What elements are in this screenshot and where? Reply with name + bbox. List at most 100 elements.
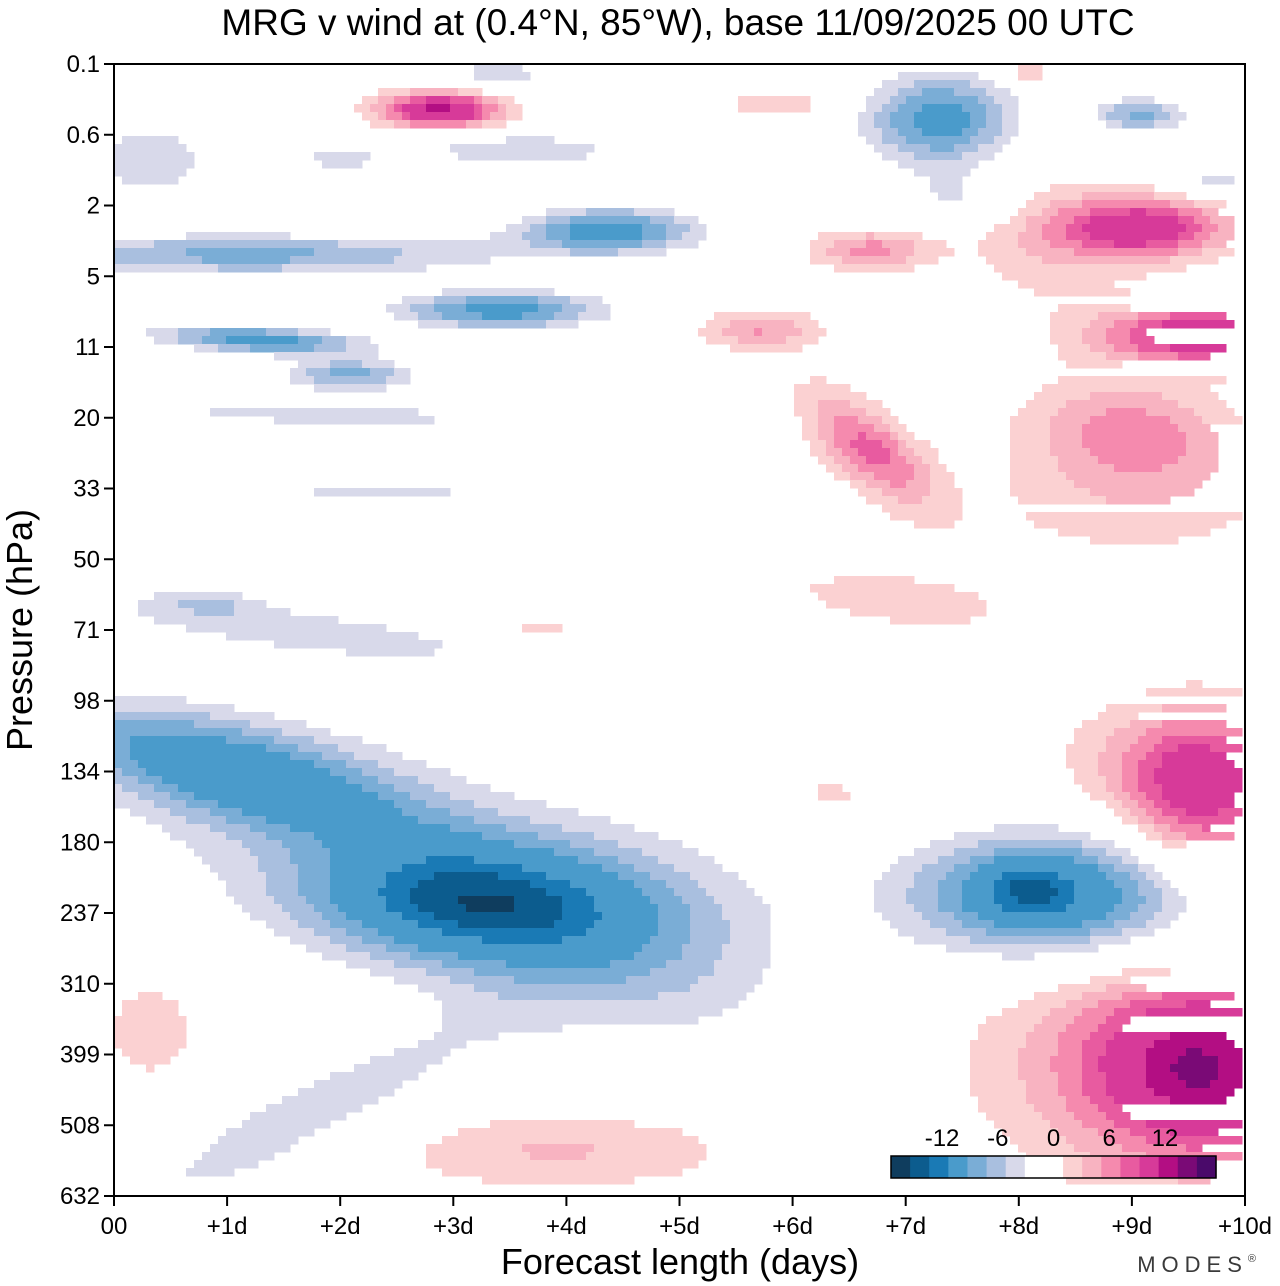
contour-cell [314,760,347,769]
contour-cell [1154,744,1179,753]
contour-cell [258,856,291,865]
contour-cell [1130,792,1147,801]
contour-cell [978,840,1083,849]
contour-cell [634,864,675,873]
contour-cell [522,216,547,225]
contour-cell [162,824,211,833]
contour-cell [522,1144,595,1153]
contour-cell [1018,408,1059,417]
contour-cell [1106,496,1171,505]
contour-cell [970,1048,1019,1057]
contour-cell [1154,800,1171,809]
contour-cell [1114,240,1147,249]
contour-cell [890,480,907,489]
contour-cell [898,88,923,97]
contour-cell [570,224,643,233]
contour-cell [690,912,723,921]
contour-cell [1106,872,1131,881]
contour-cell [1138,312,1171,321]
contour-cell [1002,104,1019,113]
contour-cell [858,432,867,441]
contour-cell [146,328,179,337]
contour-cell [386,112,403,121]
contour-cell [954,832,1091,841]
contour-cell [578,856,619,865]
contour-cell [154,592,243,601]
contour-cell [802,432,819,441]
contour-cell [426,856,475,865]
contour-cell [618,248,667,257]
contour-cell [1170,1096,1227,1105]
contour-cell [386,896,411,905]
contour-cell [1130,872,1147,881]
contour-cell [1154,824,1171,833]
contour-cell [650,216,675,225]
contour-cell [562,936,651,945]
contour-cell [346,912,403,921]
contour-cell [394,976,451,985]
contour-cell [810,248,827,257]
contour-cell [298,328,331,337]
contour-cell [114,160,195,169]
contour-cell [1082,920,1115,929]
contour-cell [674,888,707,897]
contour-cell [298,880,331,889]
contour-cell [922,864,955,873]
contour-cell [922,496,963,505]
contour-cell [1146,1008,1243,1017]
contour-cell [986,232,1019,241]
contour-cell [818,792,851,801]
contour-cell [1050,1120,1083,1129]
contour-cell [370,1056,443,1065]
contour-cell [1010,472,1067,481]
contour-cell [1074,896,1123,905]
contour-cell [346,760,379,769]
contour-cell [642,224,667,233]
contour-cell [1026,1096,1067,1105]
contour-cell [1066,232,1091,241]
contour-cell [458,896,515,905]
contour-cell [978,144,1003,153]
contour-cell [890,96,907,105]
contour-cell [1050,200,1083,209]
contour-cell [1050,1008,1083,1017]
contour-cell [554,312,579,321]
contour-cell [1066,904,1115,913]
contour-cell [506,224,531,233]
contour-cell [882,136,907,145]
contour-cell [866,136,883,145]
contour-cell [122,784,155,793]
contour-cell [1034,288,1131,297]
contour-cell [1146,408,1195,417]
contour-cell [1066,760,1099,769]
contour-cell [1042,208,1059,217]
contour-cell [322,912,347,921]
contour-cell [1058,888,1075,897]
contour-cell [354,1064,427,1073]
contour-cell [1122,1144,1187,1153]
contour-cell [434,992,499,1001]
contour-cell [226,888,267,897]
contour-cell [250,848,291,857]
contour-cell [874,904,915,913]
contour-cell [898,496,923,505]
contour-cell [314,248,403,257]
x-tick-label: +4d [546,1213,587,1240]
contour-cell [442,1008,723,1017]
colorbar-swatch [1139,1156,1160,1178]
contour-cell [362,360,395,369]
contour-cell [970,856,995,865]
contour-cell [210,808,243,817]
contour-cell [1002,904,1067,913]
contour-cell [1114,1120,1147,1129]
contour-cell [186,232,291,241]
contour-cell [1002,272,1147,281]
contour-cell [594,1144,707,1153]
contour-cell [306,896,331,905]
contour-cell [954,144,979,153]
contour-cell [1186,1000,1211,1009]
contour-cell [1218,1072,1243,1081]
contour-cell [186,248,315,257]
contour-cell [474,856,579,865]
